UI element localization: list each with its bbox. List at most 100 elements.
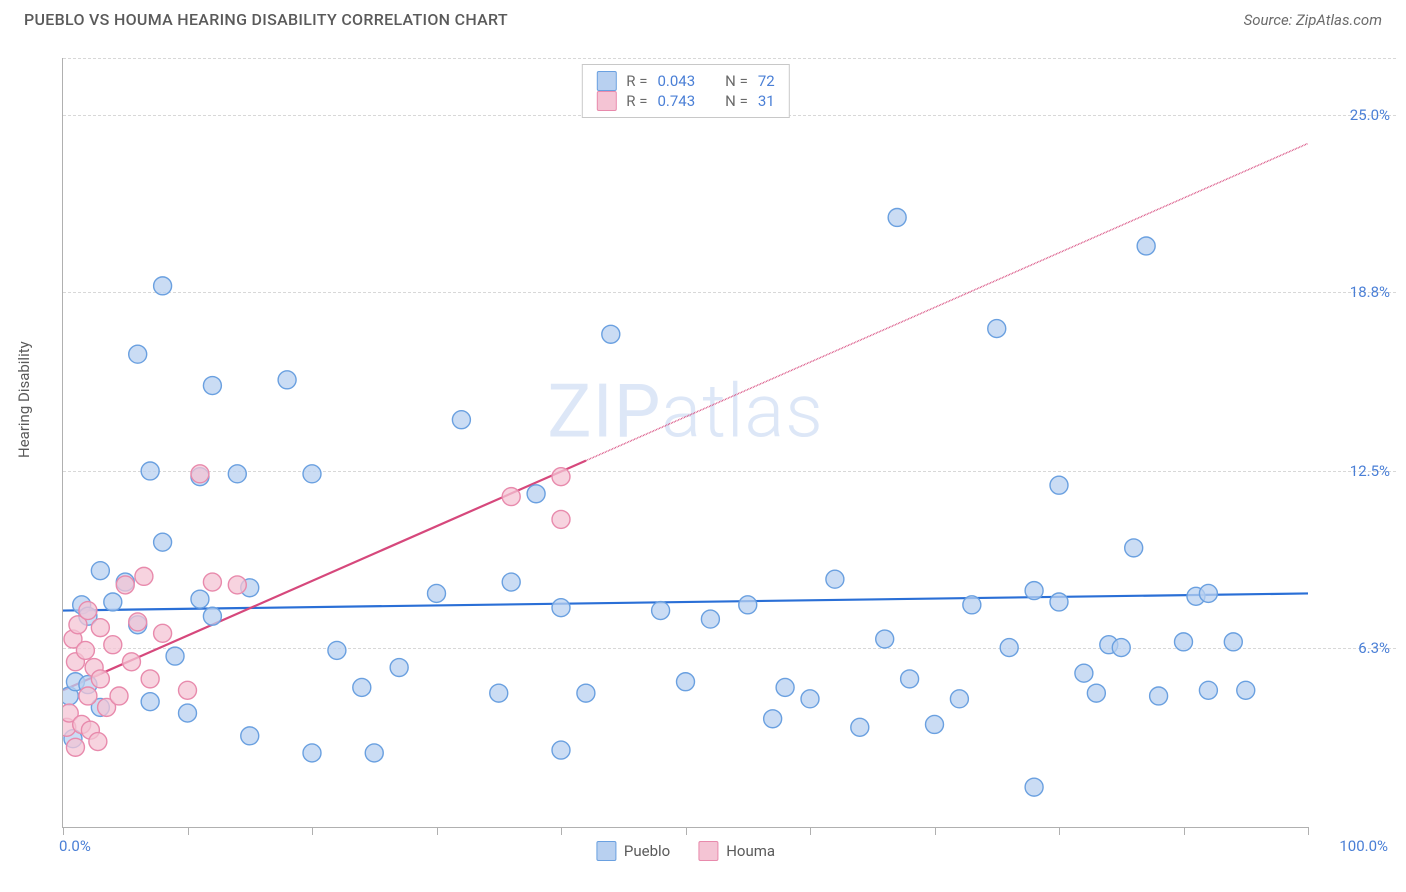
scatter-point	[141, 670, 159, 688]
scatter-point	[79, 687, 97, 705]
scatter-point	[390, 659, 408, 677]
chart-title: PUEBLO VS HOUMA HEARING DISABILITY CORRE…	[24, 10, 508, 29]
x-tick	[686, 827, 687, 835]
scatter-point	[527, 485, 545, 503]
scatter-point	[801, 690, 819, 708]
scatter-point	[135, 567, 153, 585]
x-tick	[63, 827, 64, 835]
scatter-point	[926, 715, 944, 733]
scatter-point	[328, 641, 346, 659]
correlation-legend-row: R = 0.743 N = 31	[596, 91, 774, 111]
scatter-point	[154, 277, 172, 295]
series-legend: Pueblo Houma	[596, 841, 775, 861]
scatter-point	[91, 562, 109, 580]
scatter-point	[66, 738, 84, 756]
scatter-point	[104, 593, 122, 611]
scatter-point	[179, 704, 197, 722]
scatter-point	[241, 727, 259, 745]
scatter-point	[888, 209, 906, 227]
scatter-point	[764, 710, 782, 728]
scatter-point	[203, 607, 221, 625]
x-axis-max-label: 100.0%	[1339, 837, 1388, 855]
scatter-point	[154, 624, 172, 642]
scatter-point	[1050, 476, 1068, 494]
scatter-point	[141, 462, 159, 480]
scatter-point	[166, 647, 184, 665]
scatter-point	[1199, 584, 1217, 602]
scatter-point	[154, 533, 172, 551]
series-legend-label: Pueblo	[624, 842, 670, 860]
scatter-point	[1075, 664, 1093, 682]
scatter-point	[701, 610, 719, 628]
x-tick	[1059, 827, 1060, 835]
legend-label-r: R =	[626, 72, 647, 90]
legend-swatch-houma	[698, 841, 718, 861]
scatter-point	[1087, 684, 1105, 702]
y-tick-label: 6.3%	[1358, 639, 1390, 657]
scatter-point	[91, 619, 109, 637]
chart-header: PUEBLO VS HOUMA HEARING DISABILITY CORRE…	[0, 0, 1406, 35]
y-tick-label: 12.5%	[1350, 462, 1390, 480]
scatter-point	[141, 693, 159, 711]
y-tick-label: 18.8%	[1350, 283, 1390, 301]
y-tick-label: 25.0%	[1350, 106, 1390, 124]
scatter-point	[963, 596, 981, 614]
legend-value-r: 0.743	[657, 92, 695, 110]
legend-swatch-pueblo	[596, 841, 616, 861]
x-tick	[935, 827, 936, 835]
x-tick	[188, 827, 189, 835]
scatter-point	[851, 718, 869, 736]
chart-area: Hearing Disability ZIPatlas R = 0.043 N …	[30, 44, 1396, 872]
x-tick	[810, 827, 811, 835]
scatter-point	[652, 602, 670, 620]
scatter-point	[104, 636, 122, 654]
scatter-point	[203, 573, 221, 591]
scatter-point	[89, 733, 107, 751]
scatter-point	[552, 741, 570, 759]
scatter-point	[950, 690, 968, 708]
scatter-point	[1050, 593, 1068, 611]
scatter-point	[739, 596, 757, 614]
scatter-point	[203, 377, 221, 395]
x-axis-min-label: 0.0%	[59, 837, 91, 855]
correlation-legend-row: R = 0.043 N = 72	[596, 71, 774, 91]
scatter-point	[228, 576, 246, 594]
scatter-point	[1237, 681, 1255, 699]
scatter-point	[110, 687, 128, 705]
scatter-point	[1150, 687, 1168, 705]
scatter-point	[1224, 633, 1242, 651]
scatter-point	[552, 510, 570, 528]
legend-swatch-pueblo	[596, 71, 616, 91]
plot-region: ZIPatlas R = 0.043 N = 72 R = 0.743 N = …	[62, 58, 1308, 828]
x-tick	[437, 827, 438, 835]
series-legend-label: Houma	[726, 842, 775, 860]
x-tick	[312, 827, 313, 835]
scatter-point	[552, 599, 570, 617]
scatter-point	[577, 684, 595, 702]
scatter-svg	[63, 58, 1308, 827]
scatter-point	[79, 602, 97, 620]
scatter-point	[502, 488, 520, 506]
scatter-point	[365, 744, 383, 762]
scatter-point	[228, 465, 246, 483]
legend-label-r: R =	[626, 92, 647, 110]
scatter-point	[452, 411, 470, 429]
scatter-point	[76, 641, 94, 659]
scatter-point	[776, 678, 794, 696]
legend-value-n: 72	[758, 72, 775, 90]
scatter-point	[876, 630, 894, 648]
scatter-point	[901, 670, 919, 688]
legend-value-n: 31	[758, 92, 775, 110]
scatter-point	[278, 371, 296, 389]
scatter-point	[677, 673, 695, 691]
correlation-legend: R = 0.043 N = 72 R = 0.743 N = 31	[581, 64, 789, 118]
scatter-point	[1199, 681, 1217, 699]
y-axis-label: Hearing Disability	[15, 341, 33, 458]
scatter-point	[353, 678, 371, 696]
scatter-point	[129, 613, 147, 631]
scatter-point	[303, 465, 321, 483]
series-legend-item: Pueblo	[596, 841, 670, 861]
scatter-point	[303, 744, 321, 762]
scatter-point	[1112, 639, 1130, 657]
scatter-point	[428, 584, 446, 602]
